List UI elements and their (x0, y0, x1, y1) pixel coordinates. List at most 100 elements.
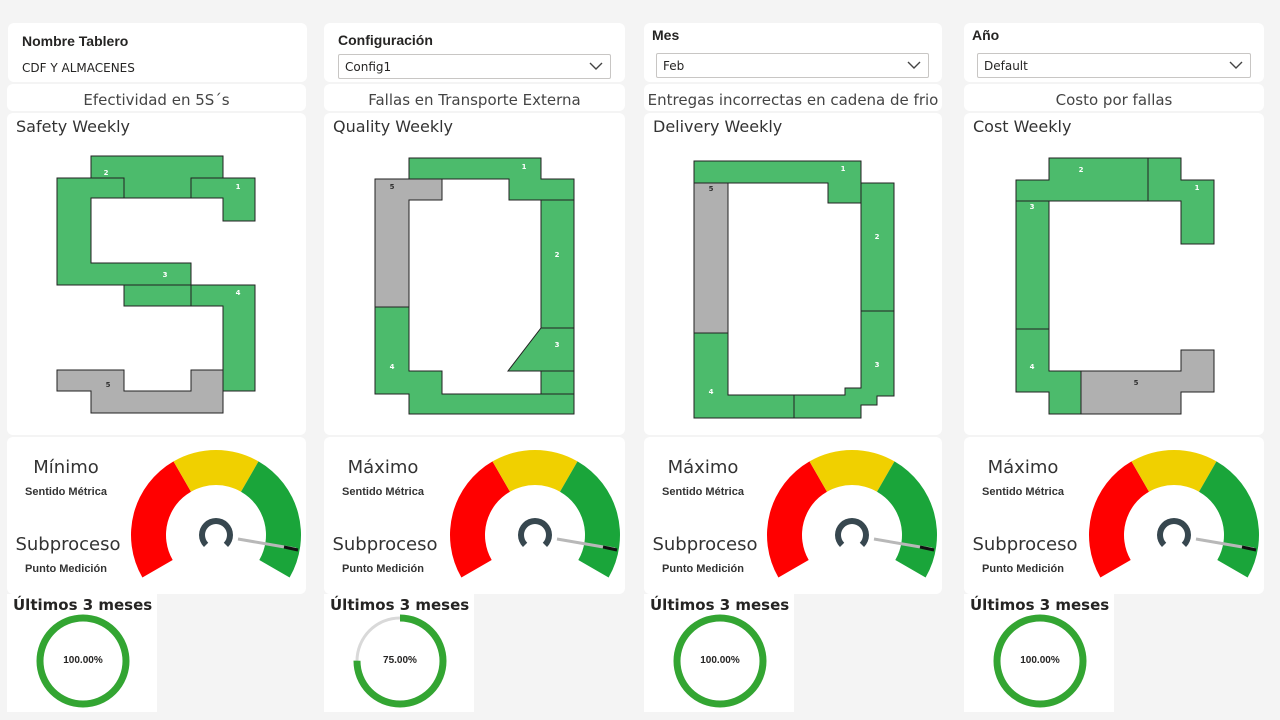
gauge-green-band (241, 461, 301, 578)
gauge-icon (767, 450, 937, 578)
gauge-needle-tip (1241, 545, 1257, 552)
chevron-down-icon (589, 62, 603, 70)
sentido-value: Máximo (347, 457, 419, 478)
filter-title: Año (972, 27, 1000, 43)
subproceso-label: Punto Medición (342, 563, 424, 575)
gauge-card: Mínimo Sentido Métrica Subproceso Punto Med… (7, 437, 306, 594)
week-segment-label: 4 (236, 289, 241, 297)
week-segment-5[interactable] (56, 369, 224, 414)
anio-dropdown[interactable]: Default (977, 53, 1251, 78)
week-segment-5[interactable] (693, 182, 729, 334)
gauge-red-band (450, 461, 510, 578)
subproceso-label: Punto Medición (662, 563, 744, 575)
week-segment-3[interactable] (1015, 200, 1050, 330)
last3-title: Últimos 3 meses (970, 596, 1110, 614)
configuracion-dropdown[interactable]: Config1 (338, 54, 611, 79)
last3-title: Últimos 3 meses (330, 596, 470, 614)
metric-subtitle: Efectividad en 5S´s (83, 91, 230, 109)
week-segment-label: 5 (390, 183, 395, 191)
week-segment-label: 3 (163, 271, 168, 279)
week-segment-4[interactable] (693, 332, 795, 419)
week-segment-3[interactable] (793, 310, 895, 419)
gauge-red-band (767, 461, 827, 578)
metric-subtitle-card: Costo por fallas (964, 84, 1264, 111)
gauge-card: Máximo Sentido Métrica Subproceso Punto Med… (324, 437, 625, 594)
donut-chart (353, 614, 447, 708)
weekly-title: Delivery Weekly (653, 117, 783, 136)
week-segment-label: 2 (875, 233, 880, 241)
donut-label: 100.00% (63, 655, 103, 666)
gauge-yellow-band (809, 450, 895, 492)
weekly-letter-card: Cost Weekly 1 2 3 4 5 (964, 113, 1264, 435)
week-segment-5[interactable] (374, 178, 443, 308)
week-segment-label: 2 (104, 169, 109, 177)
subproceso-value: Subproceso (972, 534, 1078, 555)
donut-value-arc (353, 614, 447, 708)
week-segment-label: 3 (555, 341, 560, 349)
metric-subtitle: Fallas en Transporte Externa (368, 91, 581, 109)
dropdown-value: Config1 (345, 60, 392, 74)
gauge-card: Máximo Sentido Métrica Subproceso Punto Med… (644, 437, 942, 594)
week-segment-2[interactable] (540, 199, 575, 329)
gauge-needle-tip (283, 545, 299, 552)
donut-value-arc (36, 614, 130, 708)
gauge-red-band (1089, 461, 1149, 578)
gauge-needle-tip (919, 545, 935, 552)
week-segment-label: 1 (1195, 184, 1200, 192)
gauge-green-band (560, 461, 620, 578)
gauge-red-band (131, 461, 191, 578)
gauge-green-band (1199, 461, 1259, 578)
week-segment-label: 3 (875, 361, 880, 369)
last3-card: Últimos 3 meses 100.00% (964, 594, 1114, 712)
donut-value-arc (993, 614, 1087, 708)
gauge-yellow-band (1131, 450, 1217, 492)
week-segment-5[interactable] (1080, 349, 1215, 415)
subproceso-value: Subproceso (332, 534, 438, 555)
gauge-card: Máximo Sentido Métrica Subproceso Punto Med… (964, 437, 1264, 594)
week-segment-label: 1 (236, 183, 241, 191)
subproceso-value: Subproceso (15, 534, 121, 555)
week-segment-2[interactable] (1015, 157, 1149, 202)
filter-card-mes: Mes Feb (644, 23, 942, 82)
weekly-title: Quality Weekly (333, 117, 454, 136)
donut-value-arc (673, 614, 767, 708)
week-segment-label: 2 (1079, 166, 1084, 174)
week-segment-label: 1 (522, 163, 527, 171)
weekly-letter-shape: 1 2 3 4 5 (56, 155, 256, 414)
donut-chart (36, 614, 130, 708)
week-segment-label: 5 (709, 185, 714, 193)
gauge-yellow-band (492, 450, 578, 492)
week-segment-label: 5 (106, 381, 111, 389)
week-segment-4[interactable] (374, 306, 575, 415)
weekly-letter-shape: 1 2 3 4 5 (1015, 157, 1215, 415)
week-segment-label: 4 (390, 363, 395, 371)
filter-card-configuracion: Configuración Config1 (324, 23, 625, 82)
subproceso-label: Punto Medición (25, 563, 107, 575)
metric-subtitle-card: Entregas incorrectas en cadena de frio (644, 84, 942, 111)
filter-value: CDF Y ALMACENES (22, 61, 135, 75)
week-segment-4[interactable] (1015, 328, 1082, 415)
week-segment-label: 2 (555, 251, 560, 259)
weekly-letter-shape: 1 2 3 4 5 (374, 157, 575, 415)
weekly-title: Safety Weekly (16, 117, 131, 136)
gauge-icon (450, 450, 620, 578)
metric-subtitle-card: Fallas en Transporte Externa (324, 84, 625, 111)
week-segment-1[interactable] (190, 177, 256, 222)
week-segment-2[interactable] (860, 182, 895, 312)
last3-title: Últimos 3 meses (650, 596, 790, 614)
last3-card: Últimos 3 meses 75.00% (324, 594, 474, 712)
donut-label: 75.00% (383, 655, 417, 666)
subproceso-value: Subproceso (652, 534, 758, 555)
last3-title: Últimos 3 meses (13, 596, 153, 614)
sentido-label: Sentido Métrica (25, 486, 107, 498)
sentido-label: Sentido Métrica (342, 486, 424, 498)
week-segment-1[interactable] (1147, 157, 1215, 245)
last3-card: Últimos 3 meses 100.00% (644, 594, 794, 712)
weekly-letter-shape: 1 2 3 4 5 (693, 160, 895, 419)
chevron-down-icon (1229, 61, 1243, 69)
gauge-icon (1089, 450, 1259, 578)
donut-chart (993, 614, 1087, 708)
week-segment-label: 3 (1030, 203, 1035, 211)
subproceso-label: Punto Medición (982, 563, 1064, 575)
mes-dropdown[interactable]: Feb (656, 53, 929, 78)
